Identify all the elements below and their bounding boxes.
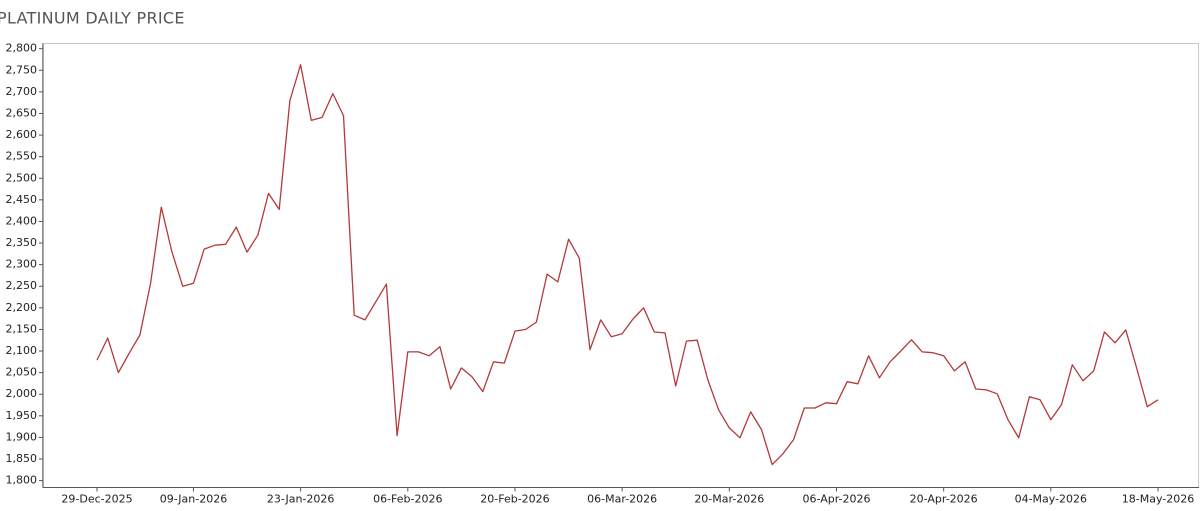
x-tick-label: 23-Jan-2026 <box>267 493 335 506</box>
y-tick-label: 2,600 <box>6 128 38 141</box>
plot-frame <box>42 43 1199 488</box>
x-tick-label: 20-Feb-2026 <box>480 493 549 506</box>
x-tick-label: 29-Dec-2025 <box>61 493 132 506</box>
x-tick-label: 06-Feb-2026 <box>373 493 442 506</box>
y-tick-label: 2,000 <box>6 387 38 400</box>
x-tick-label: 09-Jan-2026 <box>160 493 228 506</box>
x-tick-label: 20-Mar-2026 <box>694 493 764 506</box>
y-tick-label: 2,450 <box>6 193 38 206</box>
y-tick-label: 2,100 <box>6 344 38 357</box>
chart-title: PLATINUM DAILY PRICE <box>0 9 185 28</box>
y-tick-label: 2,650 <box>6 106 38 119</box>
y-tick-label: 2,800 <box>6 42 38 55</box>
y-tick-label: 1,900 <box>6 430 38 443</box>
y-tick-label: 2,150 <box>6 322 38 335</box>
y-tick-label: 1,800 <box>6 474 38 487</box>
y-tick-label: 2,250 <box>6 279 38 292</box>
y-tick-label: 2,550 <box>6 150 38 163</box>
y-tick-label: 1,850 <box>6 452 38 465</box>
y-tick-label: 2,050 <box>6 366 38 379</box>
y-tick-label: 2,200 <box>6 301 38 314</box>
y-tick-label: 2,300 <box>6 258 38 271</box>
y-tick-label: 2,700 <box>6 85 38 98</box>
price-line <box>96 64 1159 466</box>
x-tick-label: 20-Apr-2026 <box>910 493 978 506</box>
y-tick-label: 2,500 <box>6 171 38 184</box>
x-tick-label: 04-May-2026 <box>1015 493 1087 506</box>
x-tick-label: 06-Apr-2026 <box>802 493 870 506</box>
x-tick-label: 18-May-2026 <box>1122 493 1194 506</box>
y-tick-label: 2,350 <box>6 236 38 249</box>
y-tick-label: 2,400 <box>6 214 38 227</box>
x-tick-label: 06-Mar-2026 <box>587 493 657 506</box>
y-tick-label: 2,750 <box>6 63 38 76</box>
y-tick-label: 1,950 <box>6 409 38 422</box>
